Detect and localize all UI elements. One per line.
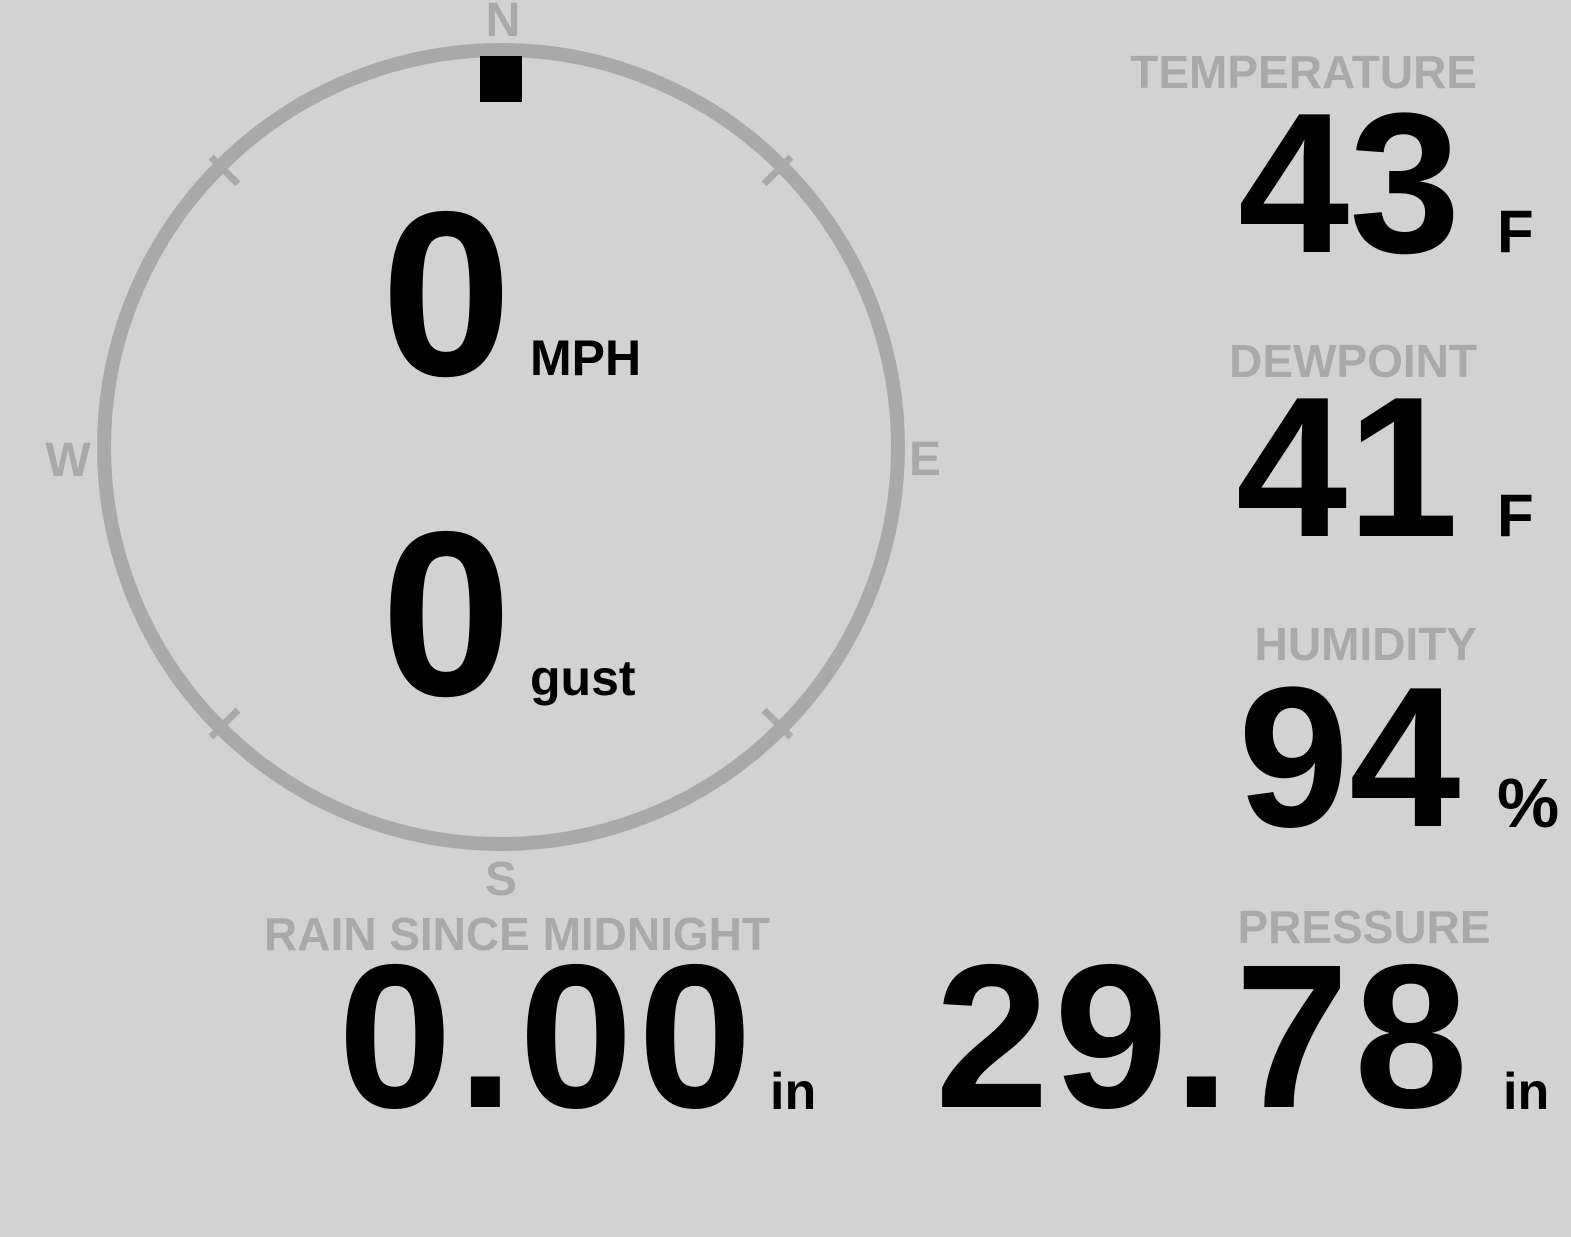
compass-intercardinal-ticks (208, 154, 794, 740)
rain-since-midnight-value: 0.00 (338, 922, 757, 1151)
pressure-label: PRESSURE (1237, 901, 1491, 953)
wind-speed-unit: MPH (530, 330, 642, 386)
humidity-value: 94 (1238, 646, 1461, 869)
dewpoint-unit: F (1497, 482, 1534, 549)
cardinal-east-label: E (908, 433, 942, 486)
temperature-label: TEMPERATURE (1130, 46, 1477, 98)
wind-gust-value: 0 (381, 482, 512, 745)
humidity-label: HUMIDITY (1254, 618, 1477, 670)
wind-speed-value: 0 (381, 162, 512, 425)
rain-since-midnight-unit: in (770, 1063, 817, 1121)
cardinal-west-label: W (45, 434, 91, 487)
wind-gust-unit: gust (530, 650, 636, 706)
temperature-unit: F (1497, 198, 1534, 265)
wind-direction-marker (480, 56, 522, 102)
humidity-unit: % (1497, 764, 1560, 842)
cardinal-south-label: S (484, 853, 518, 906)
tick-ne (761, 154, 794, 187)
dewpoint-label: DEWPOINT (1229, 335, 1477, 387)
pressure-value: 29.78 (935, 922, 1474, 1151)
tick-sw (208, 707, 241, 740)
rain-since-midnight-label: RAIN SINCE MIDNIGHT (264, 908, 770, 960)
pressure-unit: in (1503, 1063, 1550, 1121)
cardinal-north-label: N (485, 0, 521, 47)
tick-se (761, 707, 794, 740)
compass-ring (97, 43, 905, 851)
temperature-value: 43 (1238, 72, 1461, 295)
dewpoint-value: 41 (1236, 356, 1459, 579)
tick-nw (208, 154, 241, 187)
